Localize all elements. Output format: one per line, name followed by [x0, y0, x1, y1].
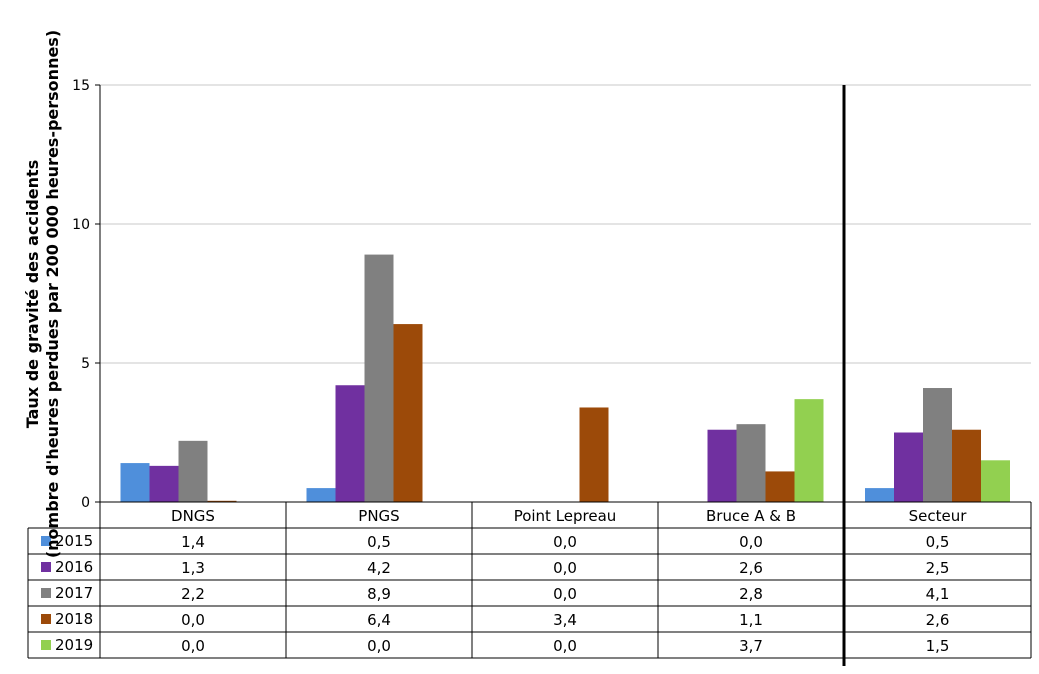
y-tick-label: 0: [81, 495, 90, 511]
data-label: 0,0: [553, 637, 577, 655]
data-table: DNGS PNGS Point Lepreau Bruce A & B Secteur 2…: [27, 501, 1032, 659]
data-label: 3,4: [553, 611, 577, 629]
bar-2016-3: [707, 429, 737, 502]
data-label: 3,7: [739, 637, 763, 655]
legend-swatch-2016: [41, 562, 51, 572]
axes: 0 5 10 15: [72, 78, 846, 666]
bars: [120, 254, 1010, 502]
bar-2019-4: [981, 460, 1010, 502]
legend-label-2019: 2019: [55, 636, 93, 654]
category-label: DNGS: [171, 507, 215, 525]
data-label: 0,0: [181, 611, 205, 629]
data-label: 8,9: [367, 585, 391, 603]
data-label: 2,6: [739, 559, 763, 577]
data-label: 0,5: [367, 533, 391, 551]
bar-2015-0: [120, 463, 150, 502]
legend-swatch-2019: [41, 640, 51, 650]
y-tick-label: 10: [72, 217, 90, 233]
legend-swatch-2017: [41, 588, 51, 598]
data-label: 0,0: [739, 533, 763, 551]
data-label: 1,4: [181, 533, 205, 551]
data-label: 0,0: [181, 637, 205, 655]
bar-2018-3: [765, 471, 795, 502]
data-label: 2,8: [739, 585, 763, 603]
category-label: Bruce A & B: [706, 507, 796, 525]
data-label: 1,5: [926, 637, 950, 655]
legend-swatch-2015: [41, 536, 51, 546]
data-label: 0,5: [926, 533, 950, 551]
grid-lines: [100, 84, 1031, 364]
bar-2015-1: [306, 488, 336, 502]
data-label: 6,4: [367, 611, 391, 629]
legend-label-2018: 2018: [55, 610, 93, 628]
bar-2018-2: [579, 407, 609, 502]
bar-2019-3: [794, 399, 824, 502]
bar-2018-1: [393, 324, 423, 502]
data-label: 4,1: [926, 585, 950, 603]
data-label: 0,0: [553, 533, 577, 551]
data-label: 0,0: [553, 585, 577, 603]
bar-2015-4: [865, 488, 894, 502]
data-label: 1,3: [181, 559, 205, 577]
bar-2016-1: [335, 385, 365, 502]
y-tick-label: 5: [81, 356, 90, 372]
legend-swatch-2018: [41, 614, 51, 624]
bar-2018-4: [952, 429, 981, 502]
y-tick-label: 15: [72, 78, 90, 94]
data-label: 2,2: [181, 585, 205, 603]
bar-2017-0: [178, 440, 208, 502]
bar-2017-1: [364, 254, 394, 502]
category-label: Point Lepreau: [514, 507, 617, 525]
legend-label-2015: 2015: [55, 532, 93, 550]
data-label: 1,1: [739, 611, 763, 629]
bar-2017-3: [736, 424, 766, 502]
category-label: Secteur: [909, 507, 968, 525]
bar-2016-0: [149, 465, 179, 502]
category-label: PNGS: [358, 507, 399, 525]
legend-label-2017: 2017: [55, 584, 93, 602]
data-label: 2,5: [926, 559, 950, 577]
data-label: 2,6: [926, 611, 950, 629]
data-label: 0,0: [367, 637, 391, 655]
legend-label-2016: 2016: [55, 558, 93, 576]
bar-2017-4: [923, 388, 952, 502]
bar-2018-0: [207, 500, 237, 502]
y-axis-label-line-1: Taux de gravité des accidents: [23, 160, 42, 428]
bar-2016-4: [894, 432, 923, 502]
y-axis-label-line-2: (nombre d'heures perdues par 200 000 heu…: [43, 30, 62, 558]
data-label: 0,0: [553, 559, 577, 577]
data-label: 4,2: [367, 559, 391, 577]
